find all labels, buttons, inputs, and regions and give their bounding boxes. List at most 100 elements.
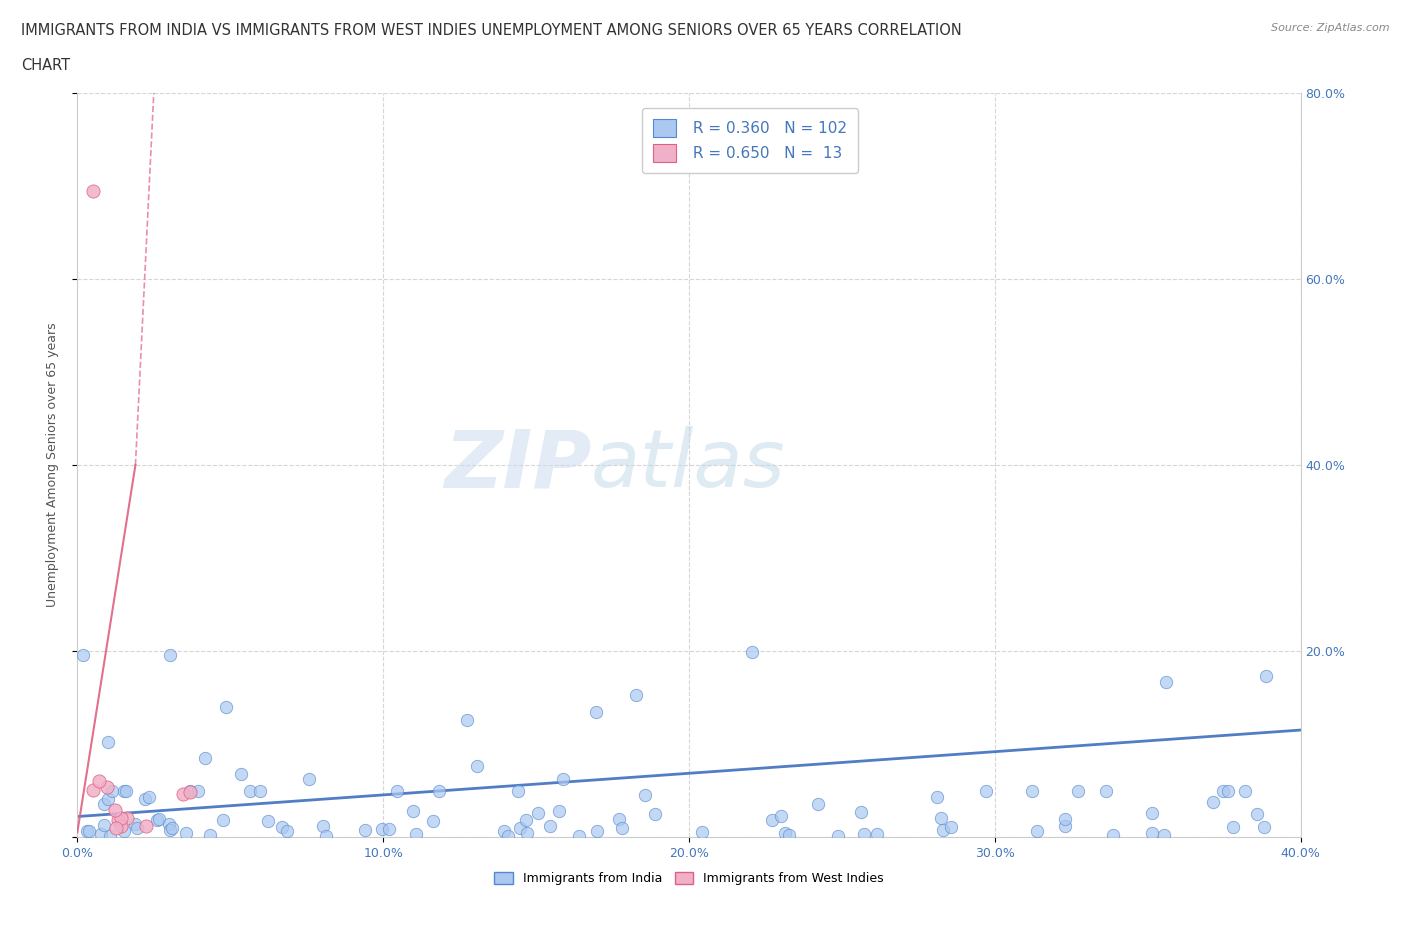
Point <box>610 820 633 835</box>
Point <box>1246 806 1268 821</box>
Point <box>402 804 425 818</box>
Point <box>770 809 793 824</box>
Point <box>159 823 181 838</box>
Point <box>866 827 889 842</box>
Point <box>509 820 531 835</box>
Point <box>98 829 121 844</box>
Point <box>198 828 221 843</box>
Point <box>853 826 876 841</box>
Point <box>1233 783 1256 798</box>
Point <box>538 819 561 834</box>
Text: ZIP: ZIP <box>444 426 591 504</box>
Point <box>93 797 115 812</box>
Point <box>276 823 298 838</box>
Point <box>624 687 647 702</box>
Point <box>112 824 135 839</box>
Point <box>172 787 194 802</box>
Point <box>135 818 157 833</box>
Point <box>159 647 181 662</box>
Point <box>1102 828 1125 843</box>
Point <box>134 791 156 806</box>
Point <box>1140 805 1163 820</box>
Point <box>1222 819 1244 834</box>
Point <box>1254 669 1277 684</box>
Point <box>160 820 183 835</box>
Point <box>607 812 630 827</box>
Point <box>506 783 529 798</box>
Point <box>526 805 548 820</box>
Text: atlas: atlas <box>591 426 786 504</box>
Point <box>211 813 233 828</box>
Point <box>1094 783 1116 798</box>
Point <box>851 804 873 819</box>
Point <box>779 828 801 843</box>
Point <box>1021 783 1043 798</box>
Point <box>585 704 607 719</box>
Point <box>741 644 763 659</box>
Point <box>429 783 451 798</box>
Point <box>115 783 138 798</box>
Point <box>146 813 169 828</box>
Point <box>112 783 135 798</box>
Point <box>1154 675 1177 690</box>
Point <box>498 829 520 844</box>
Point <box>77 824 100 839</box>
Point <box>148 812 170 827</box>
Point <box>974 783 997 798</box>
Legend: Immigrants from India, Immigrants from West Indies: Immigrants from India, Immigrants from W… <box>489 867 889 890</box>
Point <box>124 817 146 831</box>
Point <box>1153 828 1175 843</box>
Point <box>256 814 278 829</box>
Point <box>82 783 104 798</box>
Point <box>125 821 148 836</box>
Point <box>378 822 401 837</box>
Point <box>97 791 120 806</box>
Point <box>775 825 797 840</box>
Point <box>353 823 375 838</box>
Point <box>298 771 321 786</box>
Point <box>1253 820 1275 835</box>
Point <box>90 827 112 842</box>
Point <box>941 820 963 835</box>
Point <box>89 774 111 789</box>
Point <box>271 820 294 835</box>
Text: IMMIGRANTS FROM INDIA VS IMMIGRANTS FROM WEST INDIES UNEMPLOYMENT AMONG SENIORS : IMMIGRANTS FROM INDIA VS IMMIGRANTS FROM… <box>21 23 962 38</box>
Point <box>551 772 574 787</box>
Point <box>690 825 713 840</box>
Point <box>925 790 948 805</box>
Point <box>515 813 537 828</box>
Point <box>467 759 489 774</box>
Point <box>1212 783 1234 798</box>
Point <box>516 826 538 841</box>
Point <box>179 783 201 798</box>
Point <box>110 811 132 826</box>
Point <box>932 823 955 838</box>
Point <box>585 824 607 839</box>
Point <box>1067 783 1090 798</box>
Point <box>117 810 139 825</box>
Point <box>110 818 132 833</box>
Point <box>456 712 478 727</box>
Point <box>761 813 783 828</box>
Point <box>105 820 128 835</box>
Point <box>97 735 120 750</box>
Point <box>405 827 427 842</box>
Point <box>568 829 591 844</box>
Text: CHART: CHART <box>21 58 70 73</box>
Point <box>1053 812 1076 827</box>
Point <box>101 783 124 798</box>
Point <box>157 817 180 831</box>
Point <box>1216 783 1239 798</box>
Point <box>249 783 271 798</box>
Point <box>76 824 98 839</box>
Point <box>1202 794 1225 809</box>
Text: Source: ZipAtlas.com: Source: ZipAtlas.com <box>1271 23 1389 33</box>
Point <box>138 790 160 804</box>
Point <box>547 804 569 818</box>
Point <box>315 829 337 844</box>
Point <box>1053 818 1076 833</box>
Point <box>422 814 444 829</box>
Point <box>194 751 217 765</box>
Point <box>176 826 198 841</box>
Point <box>634 788 657 803</box>
